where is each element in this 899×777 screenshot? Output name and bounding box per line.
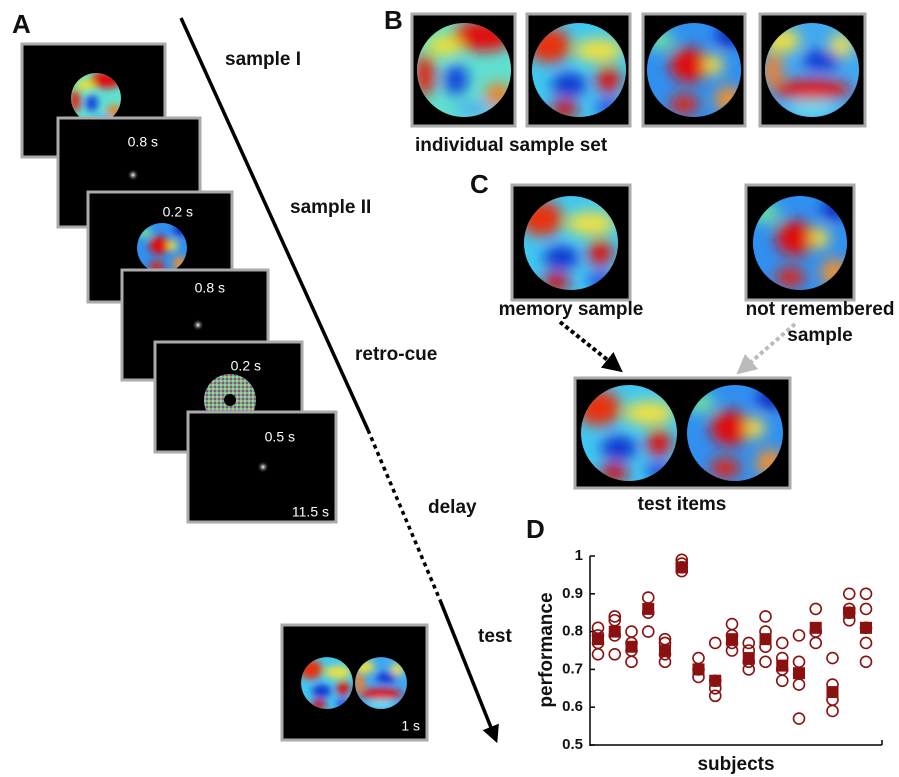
mean-marker [642, 603, 654, 615]
decoration [224, 394, 236, 406]
mean-marker [659, 645, 671, 657]
session-point [794, 713, 805, 724]
caption: memory sample [499, 299, 644, 320]
mean-marker [843, 607, 855, 619]
session-point [861, 588, 872, 599]
session-point [861, 656, 872, 667]
duration: 0.2 s [163, 204, 193, 220]
session-point [827, 653, 838, 664]
mean-marker [709, 675, 721, 687]
y-tick-label: 0.5 [562, 736, 583, 753]
mean-marker [810, 622, 822, 634]
session-point [861, 603, 872, 614]
session-point [593, 622, 604, 633]
decoration [257, 461, 269, 473]
session-point [593, 649, 604, 660]
session-point [609, 649, 620, 660]
panel-letter: B [384, 5, 403, 35]
duration: 0.8 s [195, 280, 225, 296]
session-point [794, 679, 805, 690]
mean-marker [609, 626, 621, 638]
figure: A 0.8 s 0.2 s 0.8 s 0.2 s 0.5 s 11.5 s 1… [0, 0, 899, 777]
session-point [760, 656, 771, 667]
mean-marker [693, 663, 705, 675]
decoration [127, 169, 139, 181]
duration: 0.2 s [231, 358, 261, 374]
decoration [560, 322, 615, 366]
y-tick-label: 0.6 [562, 698, 583, 715]
phase-label: sample II [290, 197, 371, 218]
duration: 0.8 s [128, 134, 158, 150]
trial-frames [22, 44, 427, 740]
session-point [693, 653, 704, 664]
session-point [710, 637, 721, 648]
phase-label: delay [428, 497, 477, 518]
y-tick-label: 0.9 [562, 585, 583, 602]
caption: individual sample set [415, 135, 608, 156]
duration: 0.5 s [265, 429, 295, 445]
phase-label: test [478, 626, 512, 647]
session-point [827, 705, 838, 716]
panel-letter: D [526, 514, 545, 544]
y-tick-label: 0.8 [562, 623, 583, 640]
session-point [643, 592, 654, 603]
caption: not remembered [746, 299, 895, 320]
decoration [192, 319, 204, 331]
mean-marker [676, 561, 688, 573]
mean-marker [827, 686, 839, 698]
y-tick-label: 0.7 [562, 660, 583, 677]
mean-marker [726, 633, 738, 645]
phase-label: retro-cue [355, 344, 437, 365]
session-point [810, 637, 821, 648]
mean-marker [592, 633, 604, 645]
session-point [626, 626, 637, 637]
session-point [794, 656, 805, 667]
session-point [643, 626, 654, 637]
page: A 0.8 s 0.2 s 0.8 s 0.2 s 0.5 s 11.5 s 1… [0, 0, 899, 777]
session-point [810, 603, 821, 614]
sample-set [412, 14, 865, 126]
session-point [777, 637, 788, 648]
caption: test items [638, 494, 727, 515]
y-axis-label: performance [536, 592, 557, 707]
decoration [440, 600, 494, 735]
mean-marker [743, 652, 755, 664]
session-point [777, 675, 788, 686]
duration: 1 s [401, 718, 420, 734]
session-point [760, 611, 771, 622]
session-point [727, 619, 738, 630]
panel-letter: C [470, 169, 489, 199]
session-point [861, 637, 872, 648]
session-point [794, 630, 805, 641]
mean-marker [776, 660, 788, 672]
x-axis-label: subjects [697, 754, 774, 775]
mean-marker [860, 622, 872, 634]
session-point [626, 656, 637, 667]
mean-marker [626, 641, 638, 653]
session-point [743, 637, 754, 648]
duration: 11.5 s [292, 504, 329, 520]
caption: sample [787, 325, 852, 346]
mean-marker [793, 667, 805, 679]
y-tick-label: 1 [575, 547, 583, 564]
session-point [844, 588, 855, 599]
panel-letter: A [12, 9, 31, 39]
phase-label: sample I [225, 49, 301, 70]
mean-marker [760, 633, 772, 645]
